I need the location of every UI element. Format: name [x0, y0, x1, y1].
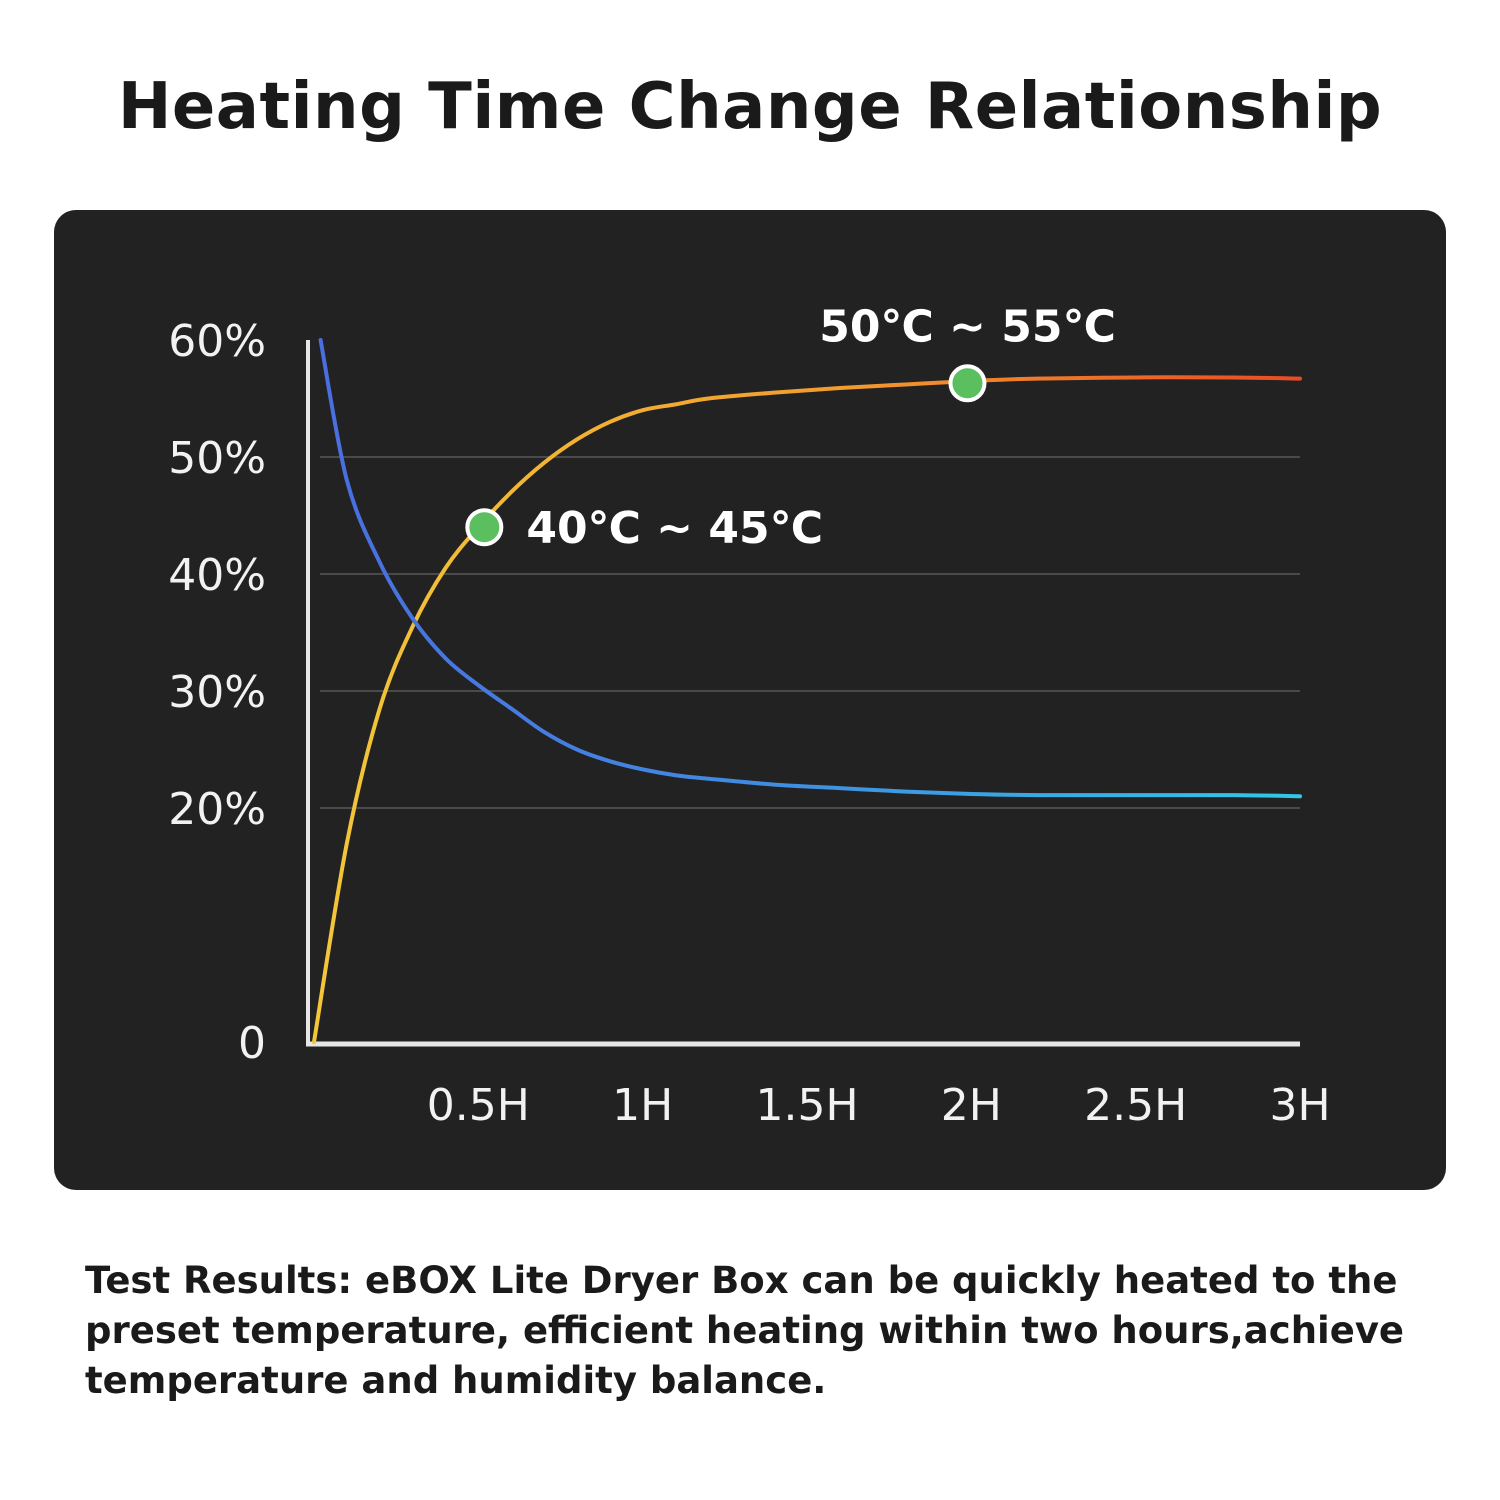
test-results-lead: Test Results: [85, 1259, 353, 1302]
axes [306, 340, 1300, 1047]
y-tick-label: 60% [168, 316, 266, 367]
y-tick-label: 50% [168, 433, 266, 484]
y-tick-label: 40% [168, 550, 266, 601]
annotation-label: 50℃ ~ 55℃ [819, 301, 1116, 352]
series-lines [312, 338, 1302, 1044]
test-results-text: Test Results: eBOX Lite Dryer Box can be… [85, 1256, 1435, 1406]
annotation-marker [948, 364, 987, 403]
page-title: Heating Time Change Relationship [117, 70, 1383, 144]
annotation-label: 40℃ ~ 45℃ [526, 503, 823, 554]
annotation-marker [465, 508, 504, 547]
test-results-body: eBOX Lite Dryer Box can be quickly heate… [85, 1259, 1405, 1402]
tick-labels: 0 20% 30% 40% 50% 60% 0.5H 1H 1.5H 2H 2.5H 3H [168, 316, 1330, 1131]
heating-chart: 0 20% 30% 40% 50% 60% 0.5H 1H 1.5H 2H 2.5H 3H 40℃ ~… [168, 301, 1330, 1131]
temperature-curve [312, 375, 1302, 1044]
y-tick-label: 30% [168, 667, 266, 718]
y-tick-label: 0 [238, 1018, 266, 1069]
x-tick-label: 1.5H [755, 1080, 858, 1131]
chart-panel: 0 20% 30% 40% 50% 60% 0.5H 1H 1.5H 2H 2.5H 3H 40℃ ~… [54, 210, 1446, 1190]
x-tick-label: 2.5H [1084, 1080, 1187, 1131]
humidity-curve [318, 338, 1302, 799]
x-tick-label: 0.5H [427, 1080, 530, 1131]
y-tick-label: 20% [168, 784, 266, 835]
annotation-markers: 40℃ ~ 45℃ 50℃ ~ 55℃ [465, 301, 1116, 554]
x-tick-label: 2H [941, 1080, 1002, 1131]
x-tick-label: 3H [1269, 1080, 1330, 1131]
marker-drop-lines [482, 383, 970, 1042]
x-tick-label: 1H [612, 1080, 673, 1131]
